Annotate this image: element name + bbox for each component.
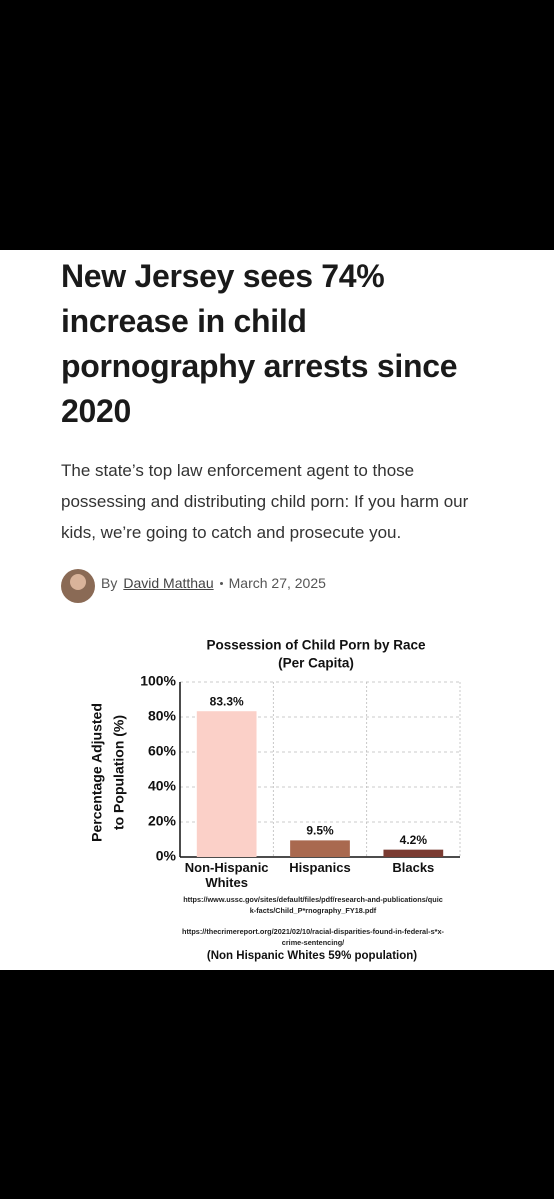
byline: By David Matthau March 27, 2025 xyxy=(101,575,326,591)
x-tick-label: Blacks xyxy=(392,860,435,875)
y-tick-label: 100% xyxy=(140,673,176,689)
date: March 27, 2025 xyxy=(228,575,326,591)
y-axis-title: Percentage Adjusted xyxy=(89,703,105,842)
x-tick-label: Non-Hispanic Whites xyxy=(184,860,269,890)
avatar-face xyxy=(70,574,86,590)
value-label: 4.2% xyxy=(400,833,428,847)
bar xyxy=(290,840,350,857)
source[interactable]: https://www.ussc.gov/sites/default/files… xyxy=(183,895,443,915)
chart-subtitle: (Per Capita) xyxy=(278,656,354,671)
bar xyxy=(196,711,257,857)
y-tick-label: 20% xyxy=(148,813,177,829)
headline: New Jersey sees 74% increase in child po… xyxy=(61,258,458,429)
author-link[interactable]: David Matthau xyxy=(123,575,214,591)
chart-note: (Non Hispanic Whites 59% population) xyxy=(206,950,418,962)
y-axis-title: to Population (%) xyxy=(111,715,127,830)
value-label: 83.3% xyxy=(210,694,244,708)
article: New Jersey sees 74% increase in child po… xyxy=(0,250,554,970)
y-tick-label: 60% xyxy=(148,743,177,759)
separator xyxy=(219,581,223,585)
subtitle: The state’s top law enforcement agent to… xyxy=(61,461,469,542)
byline-prefix: By xyxy=(101,575,118,591)
y-tick-label: 0% xyxy=(156,848,177,864)
y-tick-label: 40% xyxy=(148,778,177,794)
source[interactable]: https://thecrimereport.org/2021/02/10/ra… xyxy=(182,927,444,947)
value-label: 9.5% xyxy=(306,824,334,838)
chart: Possession of Child Porn by Race (Per Ca… xyxy=(89,638,461,864)
bar xyxy=(383,849,444,857)
y-tick-label: 80% xyxy=(148,708,177,724)
x-tick-label: Hispanics xyxy=(289,860,351,875)
avatar-layer xyxy=(61,569,95,603)
chart-title: Possession of Child Porn by Race xyxy=(206,638,426,653)
